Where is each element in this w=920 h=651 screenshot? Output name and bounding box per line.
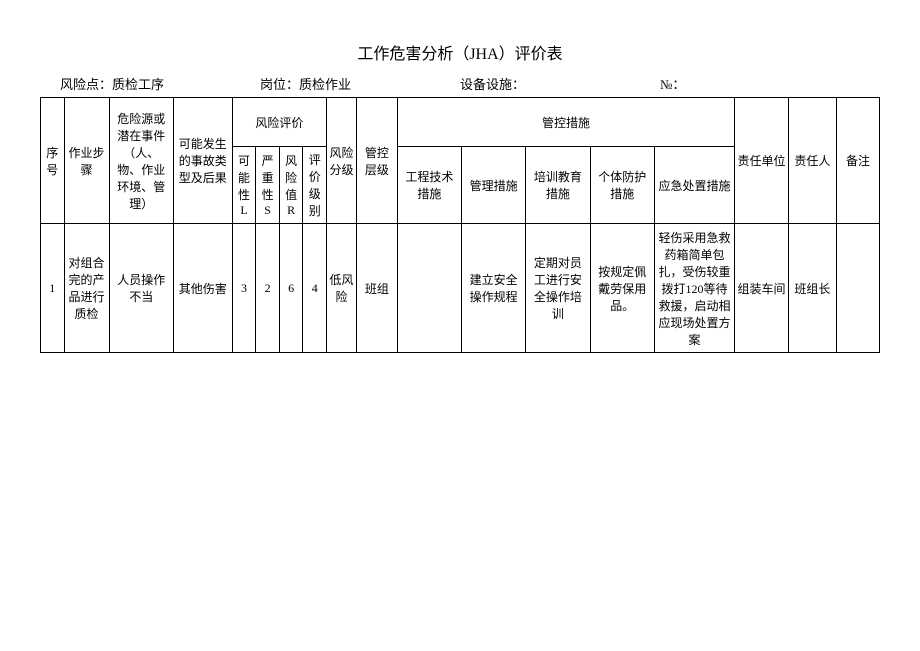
th-train: 培训教育措施: [526, 147, 590, 224]
table-row: 1 对组合完的产品进行质检 人员操作不当 其他伤害 3 2 6 4 低风险 班组…: [41, 224, 880, 353]
risk-point-value: 质检工序: [112, 77, 164, 92]
equipment-label: 设备设施：: [460, 77, 525, 92]
th-ctrl-measures: 管控措施: [397, 98, 735, 147]
cell-lvl: 4: [303, 224, 327, 353]
meta-position: 岗位：质检作业: [260, 74, 460, 93]
cell-step: 对组合完的产品进行质检: [64, 224, 109, 353]
cell-train: 定期对员工进行安全操作培训: [526, 224, 590, 353]
cell-S: 2: [256, 224, 280, 353]
cell-risk-grade: 低风险: [327, 224, 357, 353]
cell-eng: [397, 224, 461, 353]
th-mgmt: 管理措施: [462, 147, 526, 224]
cell-L: 3: [232, 224, 256, 353]
th-step: 作业步骤: [64, 98, 109, 224]
th-emerg: 应急处置措施: [654, 147, 734, 224]
cell-person: 班组长: [788, 224, 836, 353]
position-value: 质检作业: [299, 77, 351, 92]
th-remark: 备注: [837, 98, 880, 224]
jha-table: 序号 作业步骤 危险源或潜在事件（人、物、作业环境、管理） 可能发生的事故类型及…: [40, 97, 880, 353]
cell-ppe: 按规定佩戴劳保用品。: [590, 224, 654, 353]
cell-emerg: 轻伤采用急救药箱简单包扎，受伤较重拨打120等待救援，启动相应现场处置方案: [654, 224, 734, 353]
th-person: 责任人: [788, 98, 836, 224]
th-lvl: 评价级别: [303, 147, 327, 224]
th-unit: 责任单位: [735, 98, 789, 224]
page-title: 工作危害分析（JHA）评价表: [40, 40, 880, 64]
cell-remark: [837, 224, 880, 353]
th-risk-grade: 风险分级: [327, 98, 357, 224]
position-label: 岗位：: [260, 77, 299, 92]
th-R: 风险值R: [279, 147, 303, 224]
cell-unit: 组装车间: [735, 224, 789, 353]
th-type: 可能发生的事故类型及后果: [173, 98, 232, 224]
meta-row: 风险点：质检工序 岗位：质检作业 设备设施： №：: [40, 74, 880, 93]
th-seq: 序号: [41, 98, 65, 224]
meta-equipment: 设备设施：: [460, 74, 660, 93]
cell-seq: 1: [41, 224, 65, 353]
cell-ctrl-level: 班组: [357, 224, 398, 353]
cell-R: 6: [279, 224, 303, 353]
no-label: №：: [660, 77, 685, 92]
meta-risk-point: 风险点：质检工序: [60, 74, 260, 93]
cell-hazard: 人员操作不当: [109, 224, 173, 353]
cell-mgmt: 建立安全操作规程: [462, 224, 526, 353]
th-hazard: 危险源或潜在事件（人、物、作业环境、管理）: [109, 98, 173, 224]
cell-type: 其他伤害: [173, 224, 232, 353]
th-ctrl-level: 管控层级: [357, 98, 398, 224]
risk-point-label: 风险点：: [60, 77, 112, 92]
th-L: 可能性L: [232, 147, 256, 224]
th-eng: 工程技术措施: [397, 147, 461, 224]
meta-no: №：: [660, 74, 860, 93]
th-ppe: 个体防护措施: [590, 147, 654, 224]
th-S: 严重性S: [256, 147, 280, 224]
th-risk-eval: 风险评价: [232, 98, 326, 147]
